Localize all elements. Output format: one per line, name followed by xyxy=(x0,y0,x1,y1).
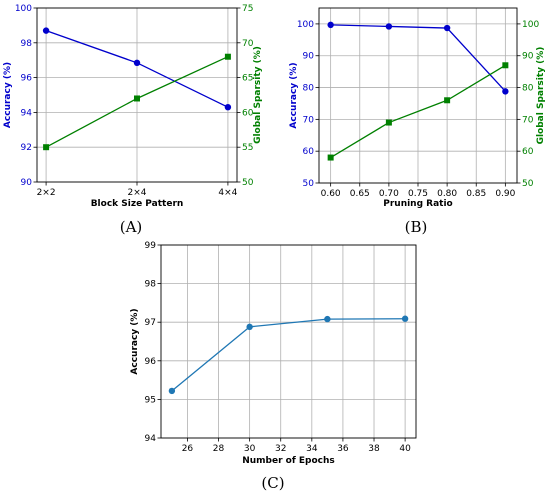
data-point xyxy=(385,23,393,30)
y2-tick-label: 55 xyxy=(242,143,253,153)
panel-label: (C) xyxy=(261,474,284,492)
x-tick-label: 28 xyxy=(213,444,225,454)
x-tick-label: 0.75 xyxy=(408,189,428,199)
panel-label: (B) xyxy=(405,218,428,236)
x-tick-label: 0.65 xyxy=(350,189,370,199)
y2-axis-label: Global Sparsity (%) xyxy=(536,47,546,145)
y-tick-label: 96 xyxy=(21,74,33,84)
series-line-1 xyxy=(171,318,406,392)
y-axis-label: Accuracy (%) xyxy=(3,62,13,128)
y-tick-label: 94 xyxy=(21,108,33,118)
x-tick-label: 30 xyxy=(244,444,256,454)
x-tick-label: 26 xyxy=(182,444,194,454)
data-point xyxy=(42,27,50,34)
x-axis-label: Block Size Pattern xyxy=(91,199,184,209)
x-axis-label: Number of Epochs xyxy=(242,456,335,466)
data-point xyxy=(401,315,409,322)
y2-tick-label: 75 xyxy=(242,4,253,14)
y-tick-label: 60 xyxy=(303,147,315,157)
y-tick-label: 50 xyxy=(303,179,315,189)
plot-frame xyxy=(160,244,417,439)
y-tick-label: 90 xyxy=(21,178,33,188)
series-line-2 xyxy=(330,64,506,159)
data-point xyxy=(324,315,331,323)
chart-panel-1: 2×2 2×4 4×4 90 92 94 96 98 100 50 55 60 65 70 75 Block … xyxy=(3,4,263,236)
x-tick-label: 34 xyxy=(306,444,318,454)
y2-tick-label: 100 xyxy=(522,20,539,30)
x-tick-label: 0.70 xyxy=(379,189,399,199)
y-tick-label: 100 xyxy=(15,4,32,14)
data-point xyxy=(502,62,509,69)
x-tick-label: 4×4 xyxy=(218,188,237,198)
x-tick-label: 38 xyxy=(368,444,380,454)
y-tick-label: 90 xyxy=(303,52,315,62)
x-tick-label: 2×4 xyxy=(128,188,147,198)
y-tick-label: 97 xyxy=(145,318,156,328)
y2-tick-label: 80 xyxy=(522,84,534,94)
data-point xyxy=(224,53,231,60)
series-line-1 xyxy=(330,24,506,92)
chart-panel-2: 0.60 0.65 0.70 0.75 0.80 0.85 0.90 50 60 70 80 90 10… xyxy=(289,7,546,236)
x-tick-label: 0.80 xyxy=(437,189,457,199)
y-tick-label: 70 xyxy=(303,115,315,125)
x-tick-label: 40 xyxy=(399,444,411,454)
data-point xyxy=(444,97,451,104)
y-axis-label: Accuracy (%) xyxy=(130,308,140,374)
x-tick-label: 0.85 xyxy=(466,189,486,199)
y2-tick-label: 60 xyxy=(522,147,534,157)
x-axis-label: Pruning Ratio xyxy=(383,199,453,209)
y2-tick-label: 50 xyxy=(522,179,534,189)
y2-axis-label: Global Sparsity (%) xyxy=(253,46,263,144)
data-point xyxy=(168,387,176,395)
y-axis-label: Accuracy (%) xyxy=(289,62,299,128)
data-point xyxy=(502,88,509,95)
y2-tick-label: 60 xyxy=(242,108,254,118)
y-tick-label: 98 xyxy=(145,280,157,290)
y2-tick-label: 70 xyxy=(522,115,534,125)
data-point xyxy=(443,24,451,32)
chart-panel-3: 26 28 30 32 34 36 38 40 94 95 96 97 98 99 Number of Ep… xyxy=(130,241,417,492)
y2-tick-label: 90 xyxy=(522,52,534,62)
data-point xyxy=(43,144,50,151)
y-tick-label: 80 xyxy=(303,84,315,94)
y-tick-label: 95 xyxy=(145,395,156,405)
y-tick-label: 94 xyxy=(145,434,157,444)
x-tick-label: 0.60 xyxy=(321,189,341,199)
y2-tick-label: 70 xyxy=(242,39,254,49)
y-tick-label: 100 xyxy=(297,20,314,30)
y-tick-label: 99 xyxy=(145,241,157,251)
panel-label: (A) xyxy=(120,218,143,236)
x-tick-label: 0.90 xyxy=(495,189,515,199)
data-point xyxy=(246,323,253,331)
data-point xyxy=(134,95,140,102)
x-tick-label: 2×2 xyxy=(37,188,56,198)
y2-tick-label: 50 xyxy=(242,178,254,188)
y2-tick-label: 65 xyxy=(242,74,253,84)
x-tick-label: 36 xyxy=(337,444,349,454)
y-tick-label: 96 xyxy=(145,357,157,367)
data-point xyxy=(327,154,334,161)
x-tick-label: 32 xyxy=(275,444,286,454)
data-point xyxy=(224,103,232,111)
y-tick-label: 92 xyxy=(21,143,32,153)
data-point xyxy=(385,119,392,126)
data-point xyxy=(133,59,141,67)
y-tick-label: 98 xyxy=(21,39,33,49)
data-point xyxy=(327,21,334,29)
